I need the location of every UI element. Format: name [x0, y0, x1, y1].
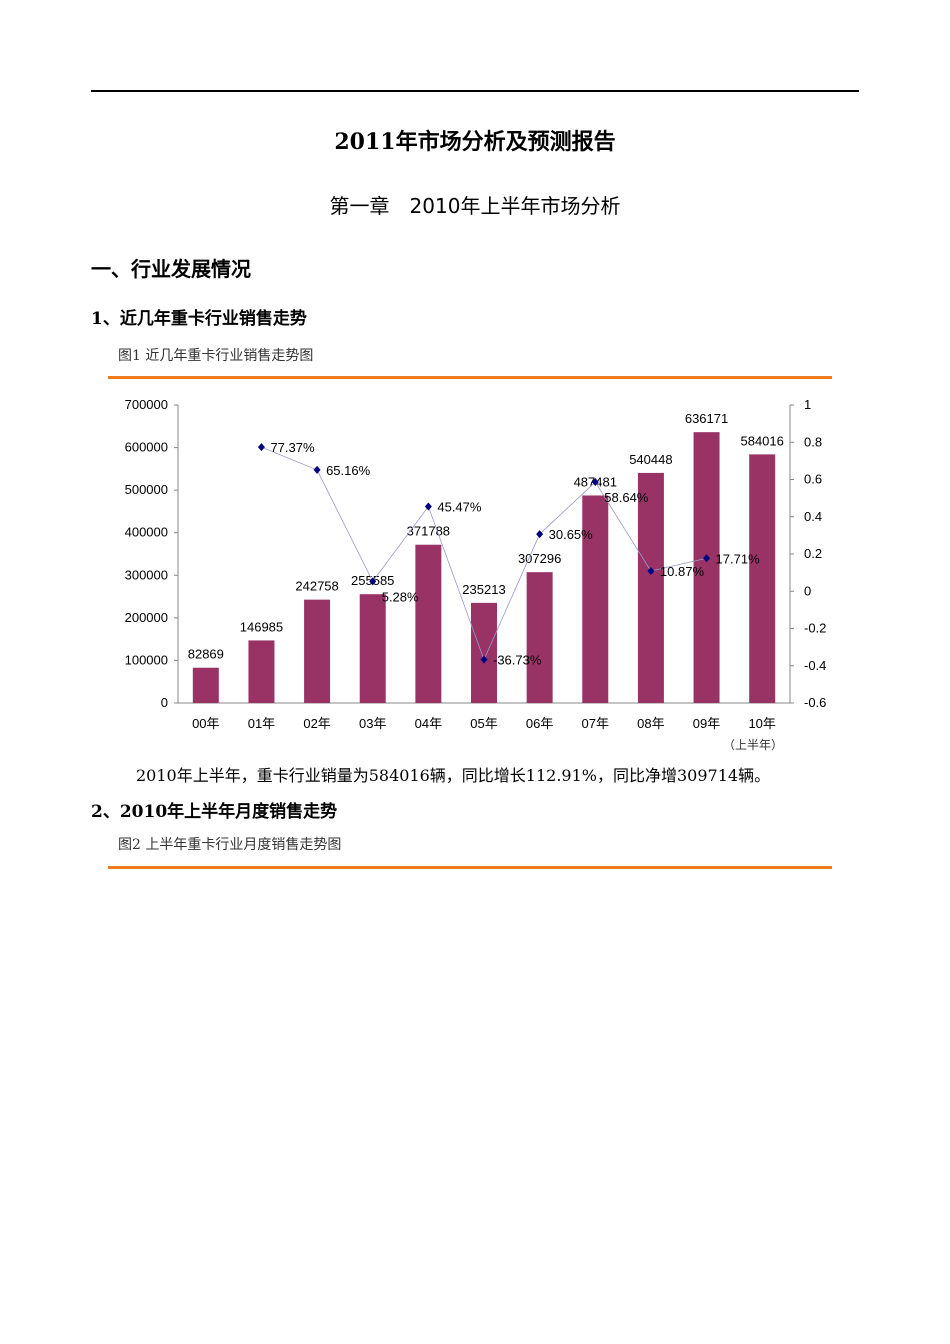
bar-06年	[526, 572, 553, 703]
growth-label: 58.64%	[604, 490, 649, 505]
category-note: （上半年）	[723, 738, 784, 752]
bar-label: 584016	[740, 433, 783, 448]
growth-point	[257, 443, 265, 452]
x-tick-label: 04年	[415, 716, 442, 731]
growth-point	[480, 655, 488, 664]
growth-point	[313, 465, 321, 474]
subsection-heading-2: 2、2010年上半年月度销售走势	[91, 802, 338, 822]
growth-point	[536, 530, 544, 539]
figure-2-rule	[108, 866, 832, 869]
bar-00年	[192, 667, 219, 703]
right-tick-label: 0.4	[804, 509, 822, 524]
bar-label: 371788	[407, 524, 450, 539]
growth-label: 17.71%	[716, 551, 761, 566]
growth-label: 10.87%	[660, 564, 705, 579]
subsection-heading-1: 1、近几年重卡行业销售走势	[91, 309, 307, 329]
left-tick-label: 100000	[125, 652, 168, 667]
growth-label: 45.47%	[437, 500, 482, 515]
right-tick-label: -0.6	[804, 695, 826, 710]
left-tick-label: 0	[161, 695, 168, 710]
document-title: 2011年市场分析及预测报告	[334, 129, 616, 155]
bar-label: 146985	[240, 619, 283, 634]
growth-point	[703, 554, 711, 563]
sales-chart: 0 100000 200000 300000 400000 500000 600000 700…	[125, 397, 827, 731]
chapter-title: 第一章 2010年上半年市场分析	[329, 194, 621, 218]
growth-label: 30.65%	[549, 527, 594, 542]
bar-label: 307296	[518, 551, 561, 566]
x-tick-label: 09年	[693, 716, 720, 731]
bar-label: 82869	[188, 647, 224, 662]
summary-paragraph: 2010年上半年，重卡行业销量为584016辆，同比增长112.91%，同比净增…	[136, 766, 771, 785]
figure-2-caption: 图2 上半年重卡行业月度销售走势图	[118, 837, 342, 853]
growth-point	[647, 567, 655, 576]
left-tick-label: 400000	[125, 525, 168, 540]
x-tick-label: 02年	[303, 716, 330, 731]
figure-1-rule	[108, 376, 832, 379]
right-tick-label: 0	[804, 583, 811, 598]
x-tick-label: 06年	[526, 716, 553, 731]
x-tick-label: 00年	[192, 716, 219, 731]
bar-03年	[359, 594, 386, 703]
left-tick-label: 200000	[125, 610, 168, 625]
bar-05年	[471, 602, 497, 703]
left-tick-label: 500000	[125, 482, 168, 497]
x-tick-label: 03年	[359, 716, 386, 731]
x-tick-label: 10年	[748, 716, 775, 731]
bar-label: 540448	[629, 452, 672, 467]
right-tick-label: -0.4	[804, 658, 826, 673]
bar-01年	[248, 640, 275, 703]
right-tick-label: 0.6	[804, 472, 822, 487]
bar-08年	[637, 472, 664, 703]
x-tick-label: 05年	[470, 716, 497, 731]
growth-point	[424, 502, 432, 511]
right-tick-label: 1	[804, 397, 811, 412]
right-tick-label: -0.2	[804, 621, 826, 636]
section-heading: 一、行业发展情况	[91, 257, 251, 281]
bar-04年	[415, 544, 442, 703]
x-tick-label: 07年	[582, 716, 609, 731]
right-tick-label: 0.8	[804, 434, 822, 449]
bar-label: 235213	[462, 582, 505, 597]
left-tick-label: 600000	[125, 440, 168, 455]
bar-label: 636171	[685, 411, 728, 426]
growth-point	[369, 577, 377, 586]
growth-label: -36.73%	[493, 653, 542, 668]
growth-label: 65.16%	[326, 463, 371, 478]
bar-07年	[582, 495, 609, 703]
x-tick-label: 01年	[248, 716, 275, 731]
growth-label: 5.28%	[382, 589, 419, 604]
bar-label: 242758	[295, 579, 338, 594]
bar-09年	[693, 432, 720, 703]
left-tick-label: 300000	[125, 567, 168, 582]
bar-10年	[749, 454, 776, 703]
header-rule	[91, 90, 859, 92]
growth-point	[591, 478, 599, 487]
figure-1-caption: 图1 近几年重卡行业销售走势图	[118, 348, 314, 364]
growth-label: 77.37%	[270, 440, 315, 455]
x-tick-label: 08年	[637, 716, 664, 731]
right-tick-label: 0.2	[804, 546, 822, 561]
left-tick-label: 700000	[125, 397, 168, 412]
bar-02年	[304, 599, 331, 703]
